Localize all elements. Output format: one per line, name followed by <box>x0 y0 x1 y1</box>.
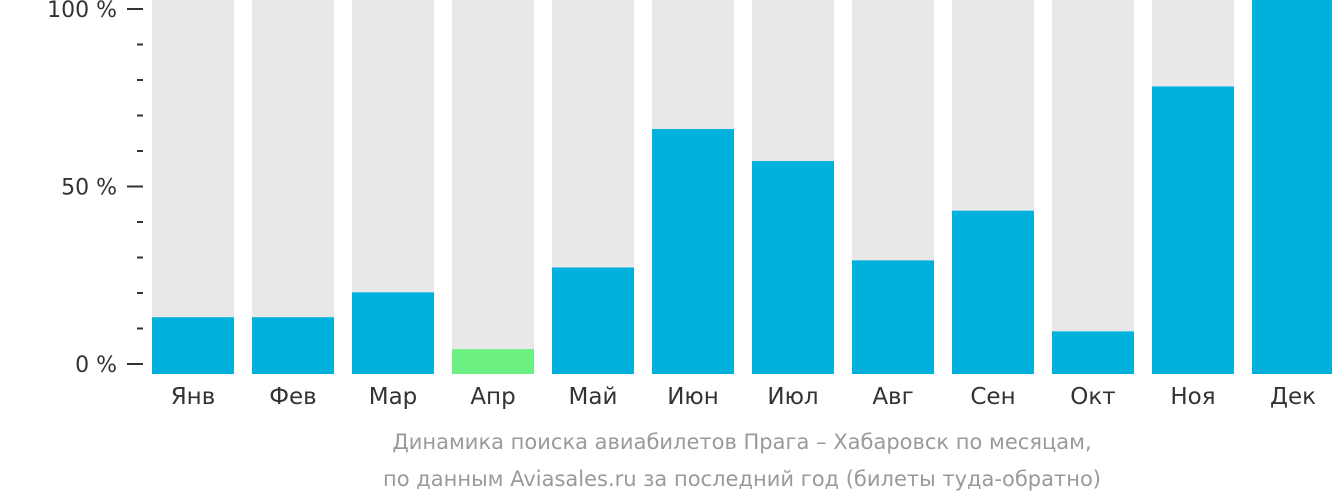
y-tick-label: 50 % <box>61 176 117 201</box>
x-tick-label: Ноя <box>1170 384 1215 410</box>
x-tick-label: Мар <box>369 384 418 410</box>
x-tick-label: Фев <box>269 384 317 410</box>
bar-background-4 <box>452 0 534 374</box>
x-tick-label: Авг <box>872 384 913 410</box>
bar-3[interactable] <box>352 292 434 374</box>
bar-8[interactable] <box>852 260 934 374</box>
bar-chart: 0 % 50 % 100 % Янв Фев Мар Апр Май Июн Июл Авг Сен… <box>47 0 1332 410</box>
y-axis: 0 % 50 % 100 % <box>47 0 143 378</box>
bar-background-1 <box>152 0 234 374</box>
chart-caption-line-1: Динамика поиска авиабилетов Прага – Хаба… <box>392 430 1092 454</box>
bar-5[interactable] <box>552 267 634 375</box>
bar-11[interactable] <box>1152 86 1234 374</box>
bar-7[interactable] <box>752 161 834 374</box>
bar-4[interactable] <box>452 349 534 374</box>
y-tick-label: 100 % <box>47 0 117 23</box>
x-tick-label: Окт <box>1070 384 1115 410</box>
bar-12[interactable] <box>1252 0 1332 374</box>
y-tick-label: 0 % <box>75 353 117 378</box>
x-axis-labels: Янв Фев Мар Апр Май Июн Июл Авг Сен Окт Ноя Дек <box>171 384 1316 410</box>
bar-1[interactable] <box>152 317 234 374</box>
bar-background-10 <box>1052 0 1134 374</box>
x-tick-label: Июл <box>767 384 818 410</box>
bar-background-2 <box>252 0 334 374</box>
x-tick-label: Дек <box>1270 384 1316 410</box>
data-bars <box>152 0 1332 374</box>
chart-caption-line-2: по данным Aviasales.ru за последний год … <box>383 467 1101 491</box>
x-tick-label: Янв <box>171 384 216 410</box>
bar-10[interactable] <box>1052 331 1134 374</box>
x-tick-label: Май <box>569 384 618 410</box>
x-tick-label: Сен <box>970 384 1015 410</box>
bar-9[interactable] <box>952 210 1034 374</box>
x-tick-label: Апр <box>470 384 515 410</box>
bar-6[interactable] <box>652 129 734 374</box>
x-tick-label: Июн <box>667 384 719 410</box>
bar-2[interactable] <box>252 317 334 374</box>
